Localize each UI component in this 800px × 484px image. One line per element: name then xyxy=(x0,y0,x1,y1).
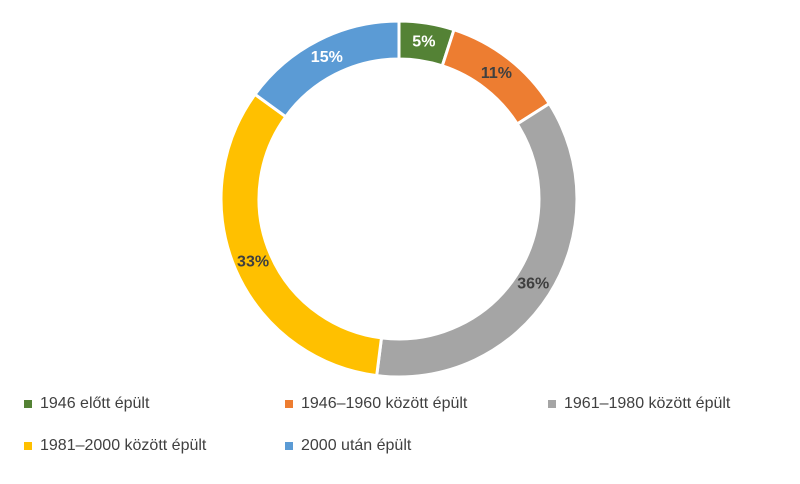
legend-swatch xyxy=(24,442,32,450)
legend-swatch xyxy=(285,442,293,450)
donut-slice-4 xyxy=(219,92,384,378)
legend-swatch xyxy=(285,400,293,408)
data-label-3: 36% xyxy=(517,276,549,293)
donut-slice-3 xyxy=(375,101,579,379)
legend-item-2000-utan: 2000 után épült xyxy=(285,437,411,455)
legend-item-1981-2000: 1981–2000 között épült xyxy=(24,437,206,455)
legend: 1946 előtt épült 1946–1960 között épült … xyxy=(0,385,800,475)
data-label-2: 11% xyxy=(481,65,512,82)
legend-label: 2000 után épült xyxy=(301,437,412,454)
data-label-4: 33% xyxy=(237,254,269,271)
donut-slice-5 xyxy=(252,19,401,119)
legend-label: 1981–2000 között épült xyxy=(40,437,207,454)
donut-chart: 5% 11% 36% 33% 15% xyxy=(219,19,579,379)
legend-label: 1961–1980 között épült xyxy=(564,395,731,412)
legend-swatch xyxy=(24,400,32,408)
data-label-1: 5% xyxy=(412,33,435,50)
legend-label: 1946–1960 között épült xyxy=(301,395,468,412)
legend-item-1946-1960: 1946–1960 között épült xyxy=(285,395,467,413)
legend-item-1946-elott: 1946 előtt épült xyxy=(24,395,149,413)
legend-swatch xyxy=(548,400,556,408)
data-label-5: 15% xyxy=(311,49,343,66)
legend-label: 1946 előtt épült xyxy=(40,395,150,412)
legend-item-1961-1980: 1961–1980 között épült xyxy=(548,395,730,413)
